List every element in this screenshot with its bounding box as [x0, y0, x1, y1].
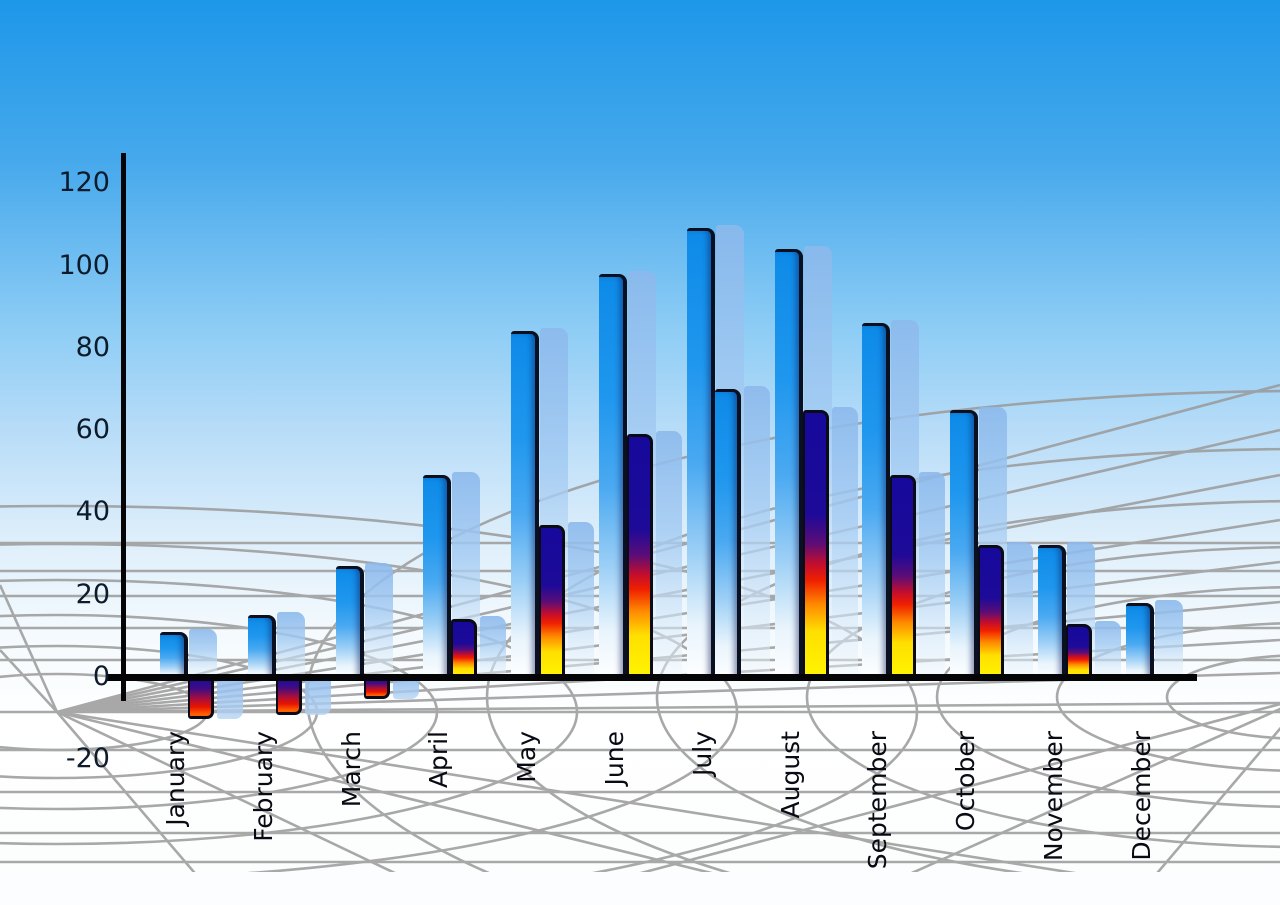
y-axis-tick-label: 120: [58, 167, 110, 199]
bar-september-primary: [862, 323, 891, 679]
y-axis-line: [121, 153, 126, 701]
bar-june-primary: [599, 273, 627, 679]
x-axis-label-september: September: [863, 731, 893, 870]
x-axis-label-january: January: [161, 731, 190, 826]
y-axis-tick-label: -20: [65, 743, 110, 775]
bar-may-secondary: [539, 524, 566, 679]
x-axis-label-november: November: [1039, 731, 1068, 862]
bar-echo-february-secondary: [304, 680, 331, 716]
bar-february-primary: [247, 615, 276, 679]
x-axis-label-march: March: [336, 731, 366, 808]
y-axis-tick-label: 100: [58, 249, 110, 281]
bar-april-secondary: [451, 619, 478, 679]
bar-november-primary: [1038, 545, 1066, 679]
bar-echo-december-primary: [1154, 599, 1183, 679]
bar-echo-june-secondary: [656, 431, 682, 679]
bar-echo-july-secondary: [743, 385, 770, 679]
y-axis-tick-label: 60: [75, 414, 110, 446]
bar-november-secondary: [1066, 623, 1092, 679]
bar-may-primary: [511, 331, 540, 679]
bar-april-primary: [423, 475, 452, 679]
bar-august-secondary: [802, 409, 829, 679]
bar-july-primary: [686, 228, 715, 679]
bar-echo-november-secondary: [1095, 620, 1121, 679]
x-axis-label-february: February: [248, 731, 278, 842]
x-axis-label-october: October: [951, 731, 981, 832]
x-axis-label-december: December: [1126, 731, 1156, 861]
y-axis-tick-label: 40: [75, 496, 110, 528]
bar-echo-january-secondary: [217, 680, 243, 720]
bar-echo-march-primary: [364, 562, 393, 679]
bar-echo-may-secondary: [568, 521, 595, 679]
bar-october-primary: [950, 409, 979, 679]
bar-echo-january-primary: [189, 628, 217, 679]
bar-march-primary: [335, 565, 364, 679]
x-axis-label-june: June: [600, 731, 629, 786]
bar-august-primary: [774, 249, 803, 679]
y-axis-tick-label: 20: [75, 578, 110, 610]
bar-echo-april-secondary: [480, 616, 507, 679]
bar-january-secondary: [188, 678, 214, 720]
x-axis-label-april: April: [424, 731, 454, 789]
bar-echo-october-secondary: [1007, 542, 1034, 679]
x-axis-label-august: August: [775, 731, 805, 819]
bar-echo-august-secondary: [831, 406, 858, 679]
x-axis-zero-line: [107, 674, 1197, 681]
bar-february-secondary: [275, 678, 302, 716]
x-axis-label-may: May: [512, 731, 542, 783]
bar-july-secondary: [714, 388, 741, 679]
x-axis-label-july: July: [687, 731, 717, 776]
y-axis-tick-label: 0: [92, 661, 110, 692]
bar-june-secondary: [627, 434, 653, 679]
bar-march-secondary: [363, 678, 390, 699]
bar-september-secondary: [890, 475, 917, 679]
bar-echo-september-secondary: [919, 472, 946, 679]
bar-echo-february-primary: [276, 612, 305, 679]
bar-echo-march-secondary: [392, 680, 419, 699]
bar-october-secondary: [978, 545, 1005, 679]
bar-january-primary: [160, 631, 188, 679]
y-axis-tick-label: 80: [75, 331, 110, 363]
bar-december-primary: [1125, 602, 1154, 679]
